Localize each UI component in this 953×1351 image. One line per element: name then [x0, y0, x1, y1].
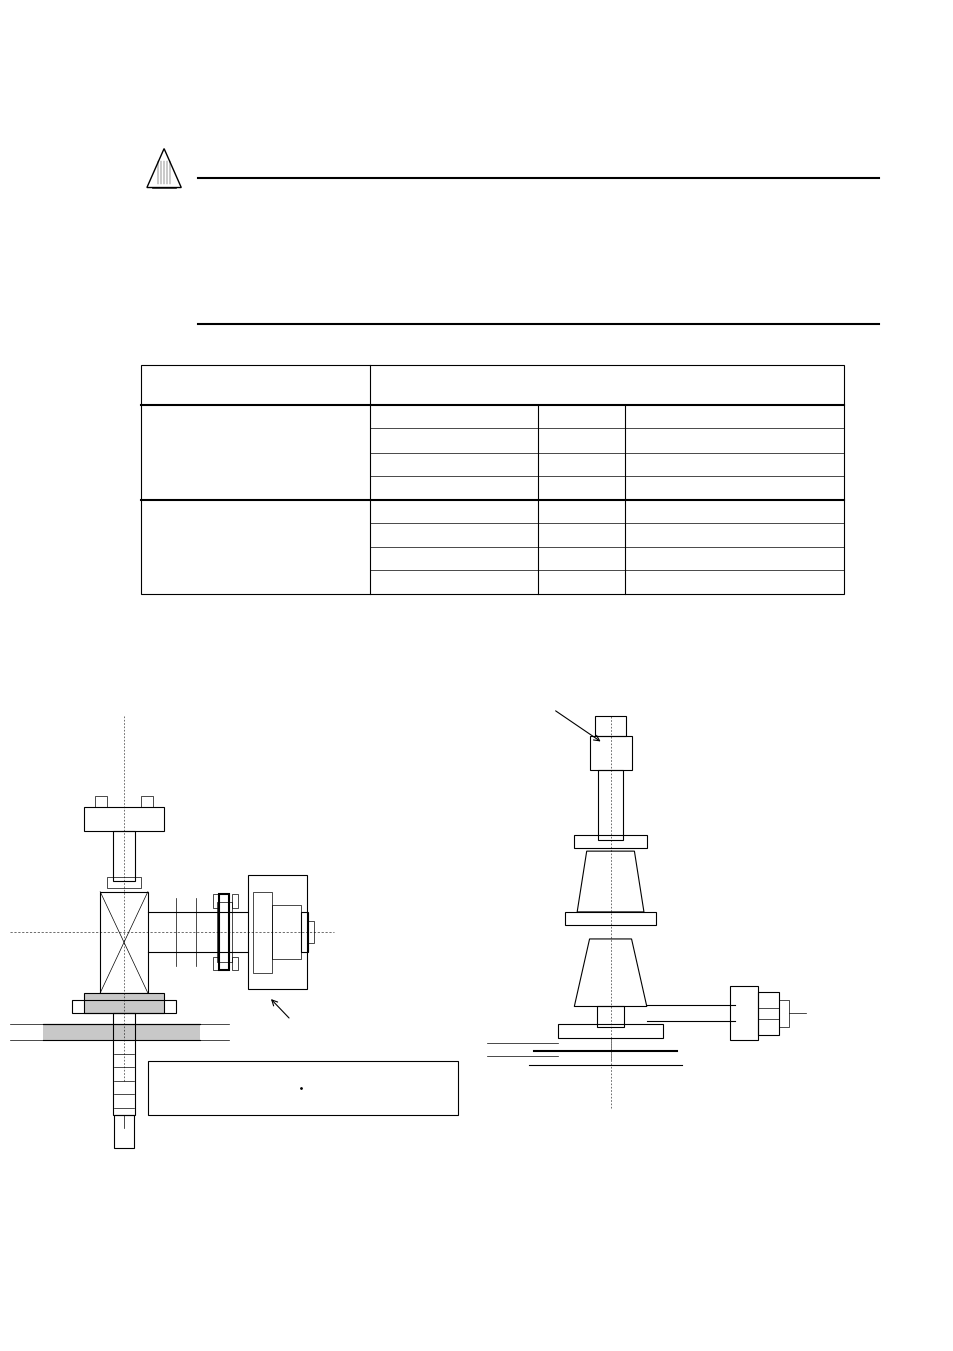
Bar [141, 796, 152, 807]
Bar [112, 831, 135, 881]
Bar [141, 365, 843, 594]
Bar [308, 921, 314, 943]
Bar [232, 894, 237, 908]
Bar [95, 796, 107, 807]
Bar [219, 894, 229, 970]
Bar [213, 957, 218, 970]
Bar [248, 875, 307, 989]
Bar [232, 957, 237, 970]
Bar [84, 807, 164, 831]
Bar [779, 1000, 788, 1027]
Bar [253, 892, 272, 973]
Bar [213, 894, 218, 908]
Bar [216, 902, 232, 962]
Bar [758, 992, 779, 1035]
Bar [564, 912, 656, 925]
Bar [300, 912, 308, 952]
Bar [148, 1061, 457, 1115]
Bar [114, 1115, 133, 1148]
Bar [43, 1024, 200, 1040]
Bar [595, 716, 625, 736]
Bar [729, 986, 758, 1040]
Bar [272, 905, 300, 959]
Bar [589, 736, 631, 770]
Bar [574, 835, 646, 848]
Bar [107, 877, 141, 888]
Bar [100, 892, 148, 993]
Bar [597, 1006, 623, 1027]
Bar [112, 1013, 135, 1115]
Bar [71, 1000, 176, 1013]
Bar [558, 1024, 662, 1038]
Bar [598, 770, 622, 840]
Bar [84, 993, 164, 1013]
